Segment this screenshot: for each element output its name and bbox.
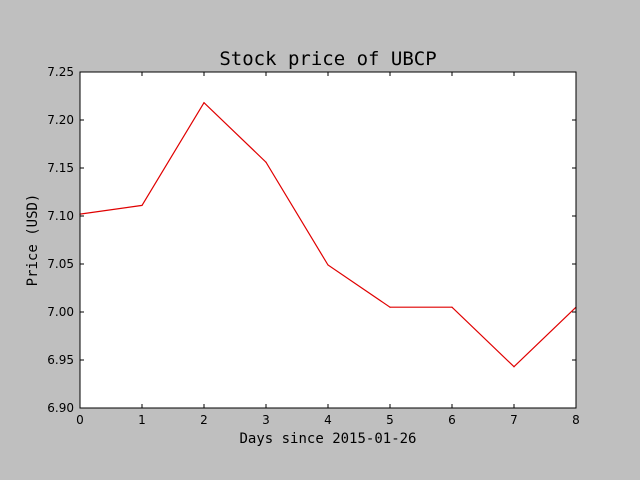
x-tick-label: 7 (510, 413, 518, 427)
x-tick-label: 2 (200, 413, 208, 427)
y-tick-label: 7.20 (47, 113, 74, 127)
x-axis-label: Days since 2015-01-26 (239, 431, 416, 447)
x-tick-label: 5 (386, 413, 394, 427)
y-tick-label: 6.95 (47, 353, 74, 367)
data-point (513, 366, 515, 368)
chart-title: Stock price of UBCP (219, 48, 436, 70)
x-tick-label: 0 (76, 413, 84, 427)
x-tick-labels: 0 1 2 3 4 5 6 7 8 (76, 413, 580, 427)
data-point (141, 204, 143, 207)
data-point (203, 102, 205, 104)
plot-area (80, 72, 576, 408)
data-point (451, 306, 453, 308)
y-tick-label: 7.05 (47, 257, 74, 271)
y-tick-label: 7.00 (47, 305, 74, 319)
x-tick-label: 1 (138, 413, 146, 427)
y-tick-label: 7.15 (47, 161, 74, 175)
data-point (327, 264, 329, 266)
y-tick-label: 6.90 (47, 401, 74, 415)
x-tick-label: 3 (262, 413, 270, 427)
x-tick-label: 8 (572, 413, 580, 427)
y-tick-label: 7.10 (47, 209, 74, 223)
x-tick-label: 6 (448, 413, 456, 427)
y-tick-labels: 6.90 6.95 7.00 7.05 7.10 7.15 7.20 7.25 (47, 65, 74, 415)
plot-frame (79, 71, 577, 409)
y-tick-label: 7.25 (47, 65, 74, 79)
data-point (389, 306, 391, 308)
data-point (265, 161, 267, 163)
x-tick-label: 4 (324, 413, 332, 427)
y-axis-label: Price (USD) (25, 194, 41, 287)
